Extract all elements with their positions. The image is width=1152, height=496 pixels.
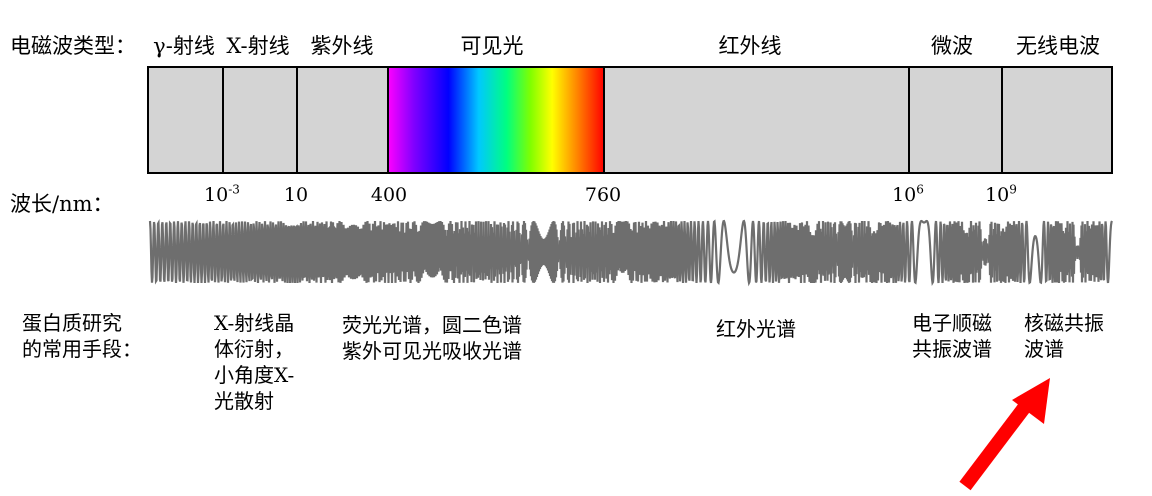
spectrum-bar xyxy=(147,66,1113,174)
band-divider xyxy=(387,68,389,172)
methods-label-line: 蛋白质研究 xyxy=(22,311,122,335)
band-label-ir: 红外线 xyxy=(718,34,782,58)
band-label-visible: 可见光 xyxy=(460,34,524,58)
band-label-microwave: 微波 xyxy=(931,34,973,58)
wavelength-tick: 10 xyxy=(283,184,309,206)
band-divider xyxy=(222,68,224,172)
band-label-uv: 紫外线 xyxy=(310,34,374,58)
wavelength-tick: 106 xyxy=(892,182,924,206)
red-arrow-icon xyxy=(959,378,1050,491)
wavelength-tick: 10-3 xyxy=(204,182,240,206)
methods-label: 蛋白质研究 的常用手段： xyxy=(22,310,142,362)
wavelength-tick: 760 xyxy=(584,184,622,206)
band-divider xyxy=(296,68,298,172)
visible-spectrum-gradient xyxy=(388,68,604,172)
method-nmr: 核磁共振 波谱 xyxy=(1024,311,1104,361)
type-label: 电磁波类型： xyxy=(10,34,136,58)
wavelength-tick: 109 xyxy=(985,182,1017,206)
method-xray-diffraction: X-射线晶 体衍射， 小角度X- 光散射 xyxy=(214,311,295,413)
band-divider xyxy=(603,68,605,172)
wavelength-wave xyxy=(148,219,1113,287)
band-divider xyxy=(908,68,910,172)
band-divider xyxy=(1001,68,1003,172)
band-label-radio: 无线电波 xyxy=(1016,34,1100,58)
band-label-xray: X-射线 xyxy=(226,34,290,58)
method-fluorescence-cd-uvvis: 荧光光谱，圆二色谱 紫外可见光吸收光谱 xyxy=(342,313,522,363)
wavelength-label: 波长/nm： xyxy=(10,192,114,216)
band-label-gamma: γ-射线 xyxy=(153,34,215,58)
method-ir-spectroscopy: 红外光谱 xyxy=(716,317,796,341)
wavelength-tick: 400 xyxy=(370,184,408,206)
method-epr: 电子顺磁 共振波谱 xyxy=(912,311,992,361)
methods-label-line: 的常用手段： xyxy=(22,337,142,361)
